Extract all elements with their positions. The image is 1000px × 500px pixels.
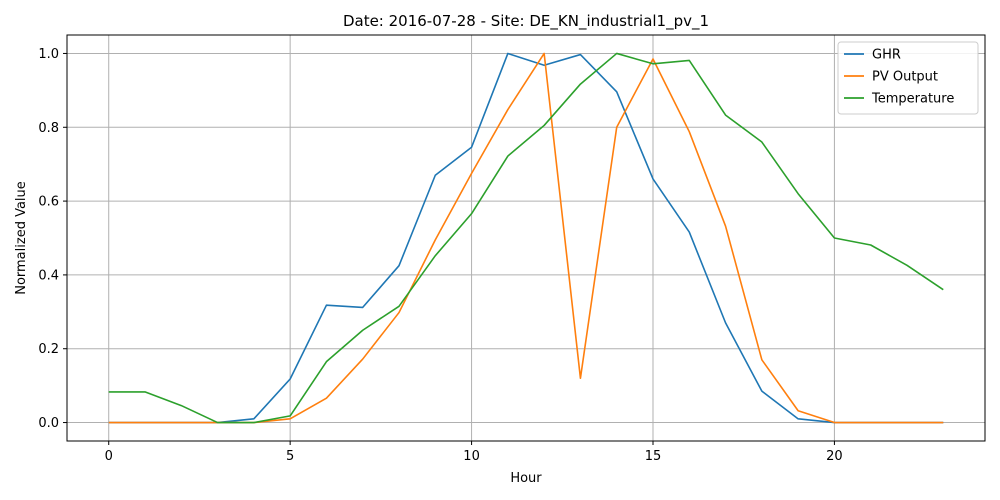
y-tick-label: 0.8 (38, 121, 59, 136)
series-line-temperature (108, 52, 944, 424)
plot-lines (108, 52, 944, 424)
y-tick-label: 0.4 (38, 268, 59, 283)
legend-box (837, 41, 979, 115)
y-axis-label: Normalized Value (14, 181, 29, 295)
legend: GHR PV Output Temperature (837, 41, 979, 115)
series-line-ghr (108, 52, 944, 424)
x-axis-label: Hour (510, 471, 542, 486)
y-tick-label: 0.0 (38, 416, 59, 431)
x-tick-label: 20 (826, 449, 843, 464)
x-tick-label: 10 (463, 449, 480, 464)
chart-title: Date: 2016-07-28 - Site: DE_KN_industria… (343, 12, 709, 31)
x-axis-ticks: 0 5 10 15 20 (105, 441, 843, 464)
legend-label: PV Output (872, 70, 938, 85)
y-axis-ticks: 0.0 0.2 0.4 0.6 0.8 1.0 (38, 47, 67, 431)
y-tick-label: 1.0 (38, 47, 59, 62)
x-tick-label: 5 (286, 449, 294, 464)
grid-lines (67, 35, 985, 441)
x-tick-label: 15 (645, 449, 662, 464)
legend-label: Temperature (871, 92, 954, 107)
plot-frame (66, 34, 986, 442)
legend-label: GHR (872, 48, 901, 63)
x-tick-label: 0 (105, 449, 113, 464)
y-tick-label: 0.2 (38, 342, 59, 357)
y-tick-label: 0.6 (38, 195, 59, 210)
